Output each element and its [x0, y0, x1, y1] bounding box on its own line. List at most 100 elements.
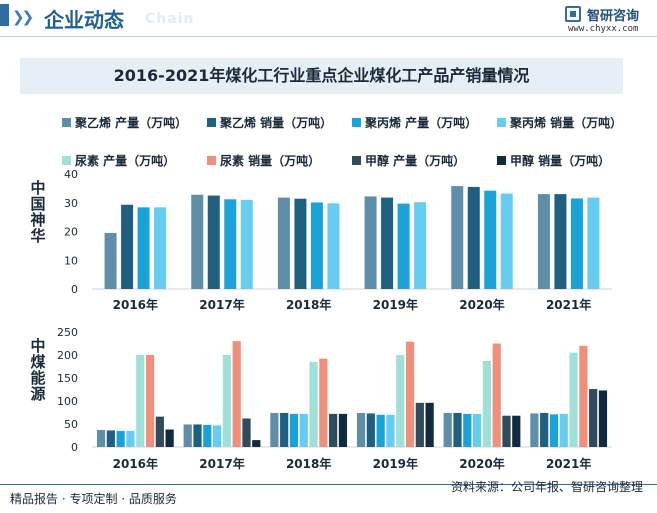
bar-p1-s1-c5 — [540, 412, 549, 447]
bar-p0-s3-c3 — [414, 202, 427, 289]
bar-p1-s1-c2 — [280, 412, 289, 447]
bar-p1-s7-c1 — [252, 440, 261, 447]
y-tick-label-p0-4: 40 — [64, 168, 78, 181]
bar-p1-s3-c0 — [126, 430, 135, 447]
y-tick-label-p1-4: 200 — [57, 349, 78, 362]
y-tick-label-p1-0: 0 — [71, 441, 78, 454]
bar-p1-s3-c2 — [299, 413, 308, 447]
bar-p1-s0-c4 — [443, 412, 452, 447]
company-logo-url: www.chyxx.com — [568, 24, 639, 34]
bar-p1-s7-c0 — [165, 429, 174, 447]
category-label-p0-5: 2021年 — [546, 297, 591, 312]
bar-p1-s5-c3 — [405, 341, 415, 447]
category-label-p0-4: 2020年 — [459, 297, 504, 312]
legend-swatch-7 — [497, 156, 506, 165]
bar-p0-s3-c5 — [587, 197, 600, 289]
legend-item-7: 甲醇 销量（万吨） — [497, 152, 610, 169]
footer-divider — [0, 484, 657, 485]
bar-p0-s2-c3 — [397, 203, 410, 289]
legend-item-0: 聚乙烯 产量（万吨） — [62, 114, 187, 131]
footer-source: 资料来源：公司年报、智研咨询整理 — [450, 480, 643, 494]
legend-label-4: 尿素 产量（万吨） — [75, 154, 176, 168]
bar-p1-s3-c1 — [213, 425, 222, 447]
bar-p1-s4-c1 — [222, 355, 231, 447]
y-tick-label-p0-2: 20 — [64, 226, 78, 239]
bar-p1-s1-c0 — [106, 430, 115, 447]
bar-p1-s0-c0 — [96, 429, 106, 447]
page-title: 企业动态 — [44, 8, 124, 32]
bar-p0-s3-c0 — [154, 207, 167, 289]
legend-swatch-0 — [62, 118, 71, 127]
bar-p0-s0-c5 — [537, 194, 550, 289]
bar-p1-s1-c3 — [366, 413, 375, 447]
bar-p1-s4-c4 — [482, 360, 491, 447]
bar-p0-s3-c4 — [500, 193, 513, 289]
legend-swatch-2 — [352, 118, 361, 127]
bar-p1-s0-c5 — [530, 413, 539, 447]
category-label-p1-4: 2020年 — [459, 456, 504, 471]
y-tick-label-p1-1: 50 — [64, 418, 78, 431]
bar-p1-s6-c5 — [589, 389, 598, 447]
bar-p1-s4-c3 — [396, 355, 405, 447]
bar-p0-s0-c0 — [104, 232, 117, 289]
bar-p0-s1-c1 — [207, 195, 220, 289]
category-label-p0-3: 2019年 — [373, 297, 418, 312]
y-tick-label-p0-3: 30 — [64, 197, 78, 210]
bar-p1-s2-c2 — [289, 413, 299, 447]
legend-item-6: 甲醇 产量（万吨） — [352, 152, 465, 169]
bar-p0-s2-c1 — [224, 199, 237, 289]
category-label-p1-0: 2016年 — [113, 456, 158, 471]
bar-p1-s0-c2 — [270, 412, 279, 447]
bar-p1-s2-c1 — [203, 424, 212, 447]
header-accent-bar — [0, 4, 9, 26]
bar-p0-s0-c1 — [191, 194, 204, 289]
bar-p1-s0-c1 — [183, 424, 192, 447]
category-label-p1-5: 2021年 — [546, 456, 591, 471]
bar-p1-s2-c5 — [549, 414, 559, 447]
bar-p0-s0-c3 — [364, 196, 377, 289]
header-divider — [0, 36, 657, 37]
footer-tagline: 精品报告 · 专项定制 · 品质服务 — [10, 492, 177, 506]
bar-p1-s5-c1 — [232, 341, 241, 447]
legend-item-3: 聚丙烯 销量（万吨） — [497, 114, 622, 131]
bar-p1-s7-c5 — [598, 390, 608, 447]
category-label-p1-3: 2019年 — [373, 456, 418, 471]
bar-p1-s5-c2 — [319, 358, 328, 447]
bar-p1-s4-c5 — [569, 352, 578, 447]
bar-p0-s2-c0 — [137, 207, 150, 289]
bar-p1-s2-c0 — [116, 430, 125, 447]
bar-p1-s3-c4 — [473, 413, 482, 447]
y-tick-label-p0-1: 10 — [64, 254, 78, 267]
bar-p0-s1-c3 — [381, 197, 394, 289]
bar-p0-s1-c0 — [121, 204, 134, 289]
bar-p1-s6-c2 — [329, 413, 338, 447]
legend-swatch-5 — [207, 156, 216, 165]
bar-p1-s3-c5 — [559, 413, 568, 447]
bar-p0-s1-c5 — [554, 194, 567, 289]
legend-swatch-1 — [207, 118, 216, 127]
bar-p1-s3-c3 — [386, 414, 395, 447]
y-tick-label-p0-0: 0 — [71, 283, 78, 296]
bar-p1-s6-c0 — [155, 416, 164, 447]
bar-p0-s3-c1 — [240, 199, 253, 289]
bar-p0-s0-c2 — [277, 197, 290, 289]
legend-label-2: 聚丙烯 产量（万吨） — [365, 116, 478, 130]
y-tick-label-p1-3: 150 — [57, 372, 78, 385]
page-header: ❯❯ 企业动态 Chain 智研咨询 www.chyxx.com — [0, 0, 657, 37]
legend-item-2: 聚丙烯 产量（万吨） — [352, 114, 477, 131]
y-tick-label-p1-2: 100 — [57, 395, 78, 408]
category-label-p0-1: 2017年 — [199, 297, 244, 312]
legend-swatch-6 — [352, 156, 361, 165]
bar-p1-s5-c4 — [492, 343, 501, 447]
bar-p1-s5-c0 — [145, 355, 155, 447]
bar-p0-s2-c2 — [310, 202, 323, 289]
legend-item-5: 尿素 销量（万吨） — [207, 152, 320, 169]
page-subtitle-en: Chain — [145, 11, 195, 27]
legend-label-3: 聚丙烯 销量（万吨） — [510, 116, 623, 130]
category-label-p0-2: 2018年 — [286, 297, 331, 312]
bar-p1-s4-c2 — [309, 361, 318, 447]
bar-p1-s7-c2 — [338, 413, 348, 447]
chevron-right-icon: ❯❯ — [12, 8, 34, 26]
bar-p1-s6-c4 — [502, 415, 511, 447]
